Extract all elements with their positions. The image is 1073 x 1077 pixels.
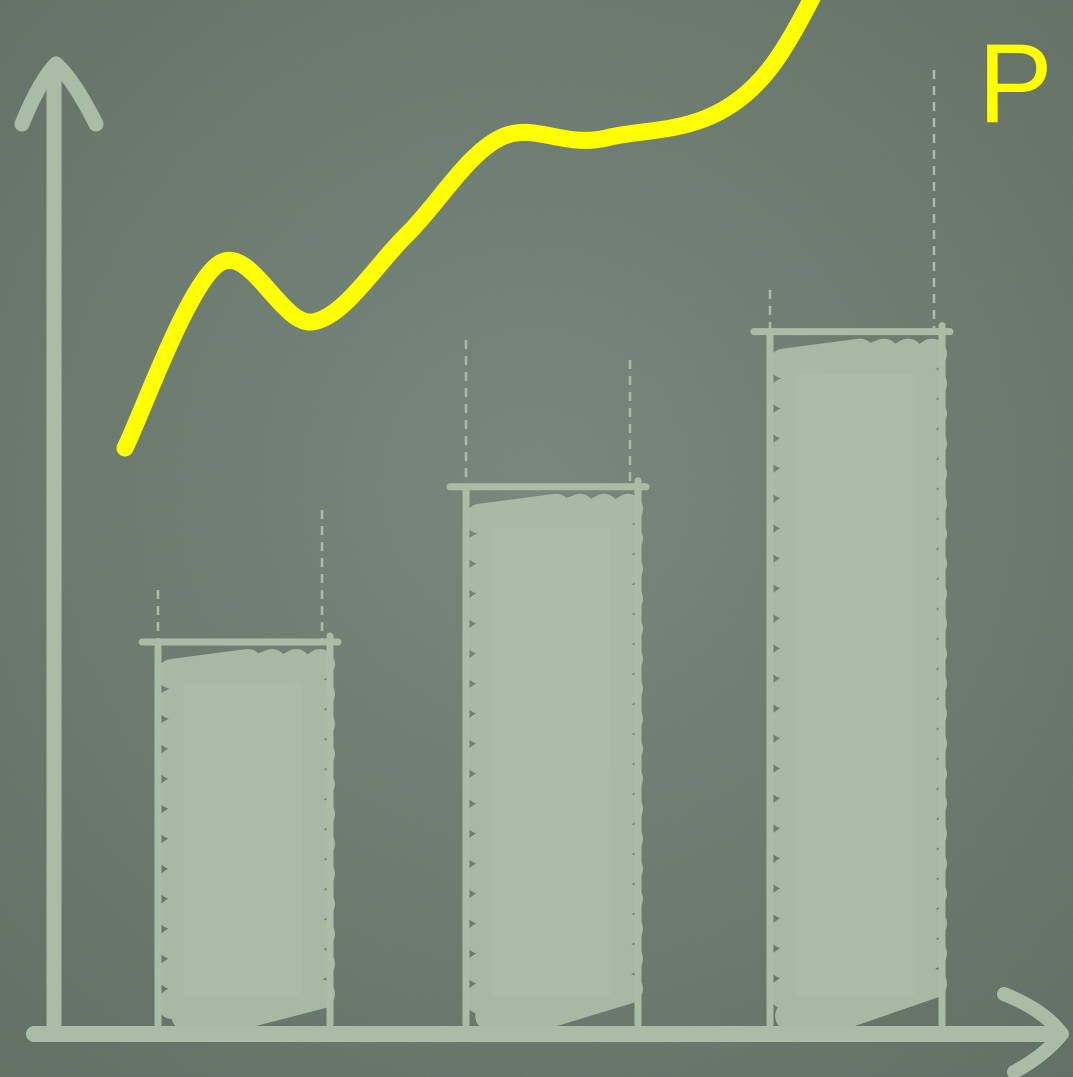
guide-lines [156, 70, 936, 642]
peak-label: P [978, 21, 1053, 146]
bar-1 [138, 632, 342, 1034]
axes [14, 56, 1069, 1077]
bar-2 [446, 477, 650, 1034]
x-axis-arrow [997, 987, 1069, 1077]
bar-1-fill-core [184, 684, 302, 996]
bar-series [138, 322, 954, 1034]
bar-3-fill-core [796, 373, 914, 997]
trend-line [116, 0, 821, 457]
bar-3 [750, 322, 954, 1034]
bar-2-fill-core [492, 528, 610, 996]
y-axis-arrow [14, 56, 104, 132]
